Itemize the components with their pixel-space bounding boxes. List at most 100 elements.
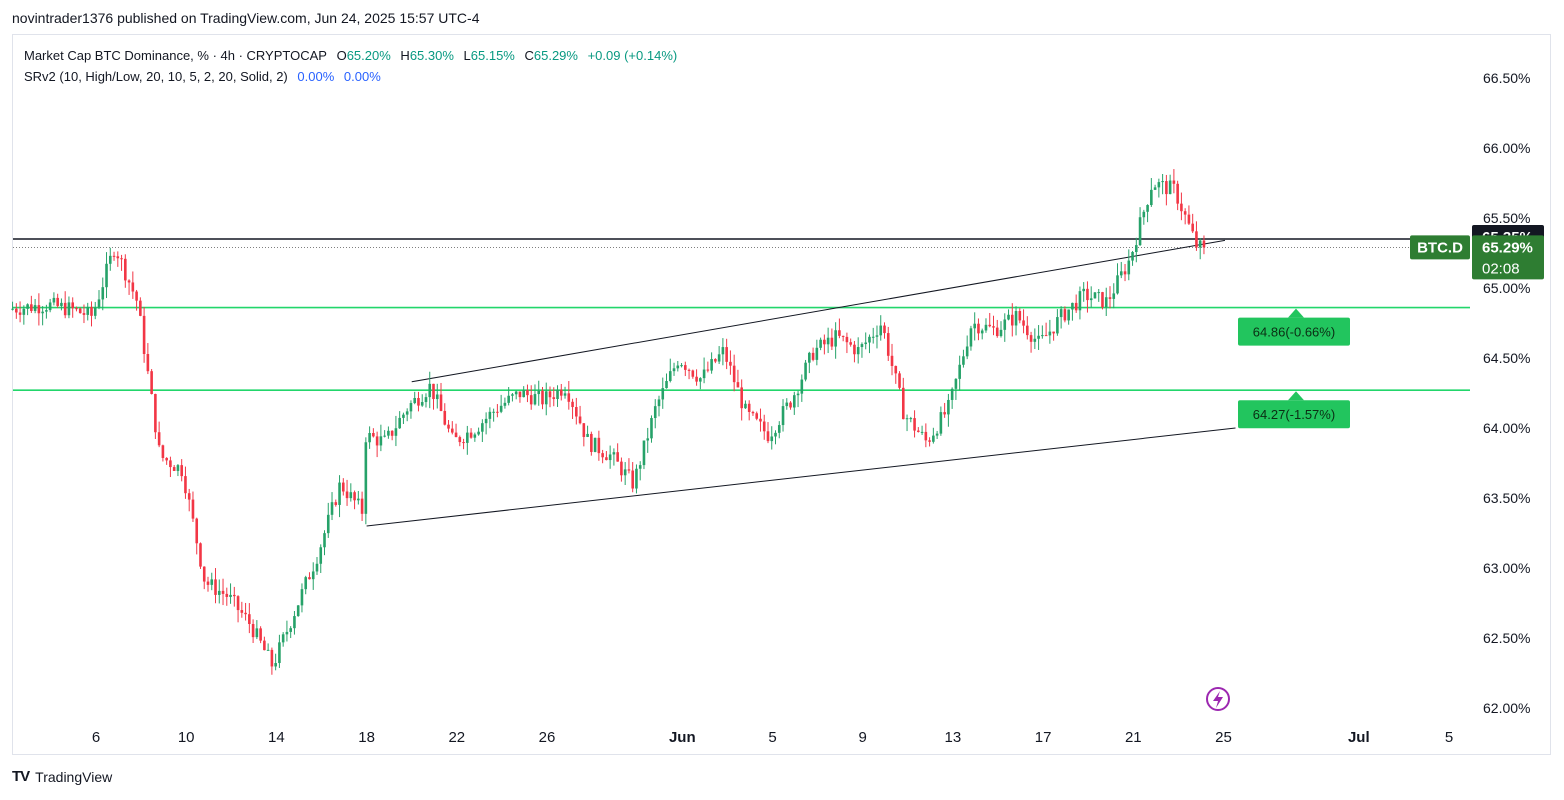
candle-body (372, 433, 375, 437)
indicator-title[interactable]: SRv2 (10, High/Low, 20, 10, 5, 2, 20, So… (24, 69, 288, 84)
candle-body (255, 628, 259, 638)
footer-brand: TV TradingView (12, 768, 112, 785)
candle-body (37, 305, 41, 314)
candle-body (1112, 293, 1116, 299)
y-tick-label: 66.50% (1483, 70, 1530, 86)
candle-body (526, 390, 529, 396)
candle-body (270, 649, 274, 667)
candle-body (1078, 291, 1082, 311)
candle-body (853, 344, 856, 355)
candle-body (785, 402, 789, 407)
candle-body (875, 335, 879, 337)
candle-body (586, 433, 589, 437)
x-tick-label: Jun (669, 729, 696, 746)
candle-body (1123, 271, 1127, 275)
symbol-title[interactable]: Market Cap BTC Dominance, % · 4h · CRYPT… (24, 48, 327, 63)
x-tick-label: 21 (1125, 729, 1142, 746)
candle-body (781, 406, 785, 426)
candle-body (879, 325, 883, 336)
candle-body (796, 393, 800, 396)
candle-body (296, 605, 300, 617)
y-tick-label: 63.00% (1483, 560, 1530, 576)
candle-body (1135, 245, 1138, 253)
candle-body (97, 299, 101, 308)
candle-body (263, 640, 266, 651)
y-tick-label: 64.50% (1483, 350, 1530, 366)
candle-body (759, 418, 762, 422)
candle-body (819, 339, 822, 348)
candle-body (285, 631, 289, 635)
candle-body (300, 589, 304, 606)
candle-body (871, 336, 875, 338)
x-tick-label: 14 (268, 729, 285, 746)
candle-body (488, 411, 492, 419)
candle-body (969, 328, 973, 347)
candle-body (221, 590, 225, 594)
candle-body (687, 369, 691, 371)
candle-body (507, 395, 510, 403)
candle-body (259, 628, 262, 641)
candle-body (777, 425, 781, 433)
candle-body (1071, 302, 1074, 310)
candle-body (492, 411, 495, 413)
candle-body (597, 437, 601, 454)
candle-body (593, 437, 597, 452)
candle-body (184, 476, 187, 494)
candle-body (142, 315, 146, 355)
candle-body (496, 411, 499, 413)
candle-body (676, 365, 680, 369)
candle-body (905, 418, 909, 420)
candle-body (992, 326, 995, 328)
candle-body (962, 356, 965, 365)
candle-body (1183, 211, 1187, 215)
candle-body (169, 460, 172, 468)
candle-body (672, 368, 676, 372)
candle-body (616, 452, 619, 462)
candle-body (725, 347, 728, 362)
x-tick-label: Jul (1348, 729, 1370, 746)
candle-body (736, 382, 740, 388)
symbol-badge-text: BTC.D (1417, 239, 1463, 256)
candle-body (642, 440, 646, 466)
candle-body (1093, 292, 1097, 299)
candle-body (890, 355, 894, 366)
candle-body (1086, 288, 1089, 301)
lightning-bolt-icon (1213, 691, 1223, 708)
candle-body (913, 418, 916, 431)
sr-label-pointer (1288, 308, 1304, 318)
candle-body (699, 378, 702, 382)
candle-body (1101, 292, 1104, 308)
candle-body (462, 442, 465, 444)
candle-body (1018, 311, 1022, 321)
candle-body (413, 397, 417, 404)
candle-body (1026, 325, 1029, 336)
candle-body (131, 282, 135, 292)
candle-body (473, 434, 477, 438)
candle-body (435, 394, 439, 400)
candle-body (161, 445, 165, 458)
candle-body (567, 393, 571, 402)
candle-body (714, 359, 717, 362)
candle-body (732, 365, 736, 383)
candle-body (439, 394, 443, 411)
candle-body (1014, 311, 1018, 326)
candle-body (702, 369, 706, 379)
y-tick-label: 63.50% (1483, 490, 1530, 506)
candle-body (48, 302, 52, 311)
x-tick-label: 5 (768, 729, 776, 746)
candle-body (552, 397, 556, 400)
channel-lower-line (366, 427, 1236, 527)
candle-body (154, 393, 157, 433)
symbol-badge (1410, 235, 1470, 260)
candle-body (1063, 309, 1067, 321)
candle-body (657, 399, 661, 407)
candle-body (631, 470, 634, 489)
candle-body (841, 335, 845, 337)
candle-body (804, 362, 807, 380)
candle-body (834, 330, 837, 347)
candle-body (90, 306, 93, 316)
candle-body (830, 337, 834, 347)
candle-body (544, 391, 548, 405)
candle-body (511, 394, 514, 396)
